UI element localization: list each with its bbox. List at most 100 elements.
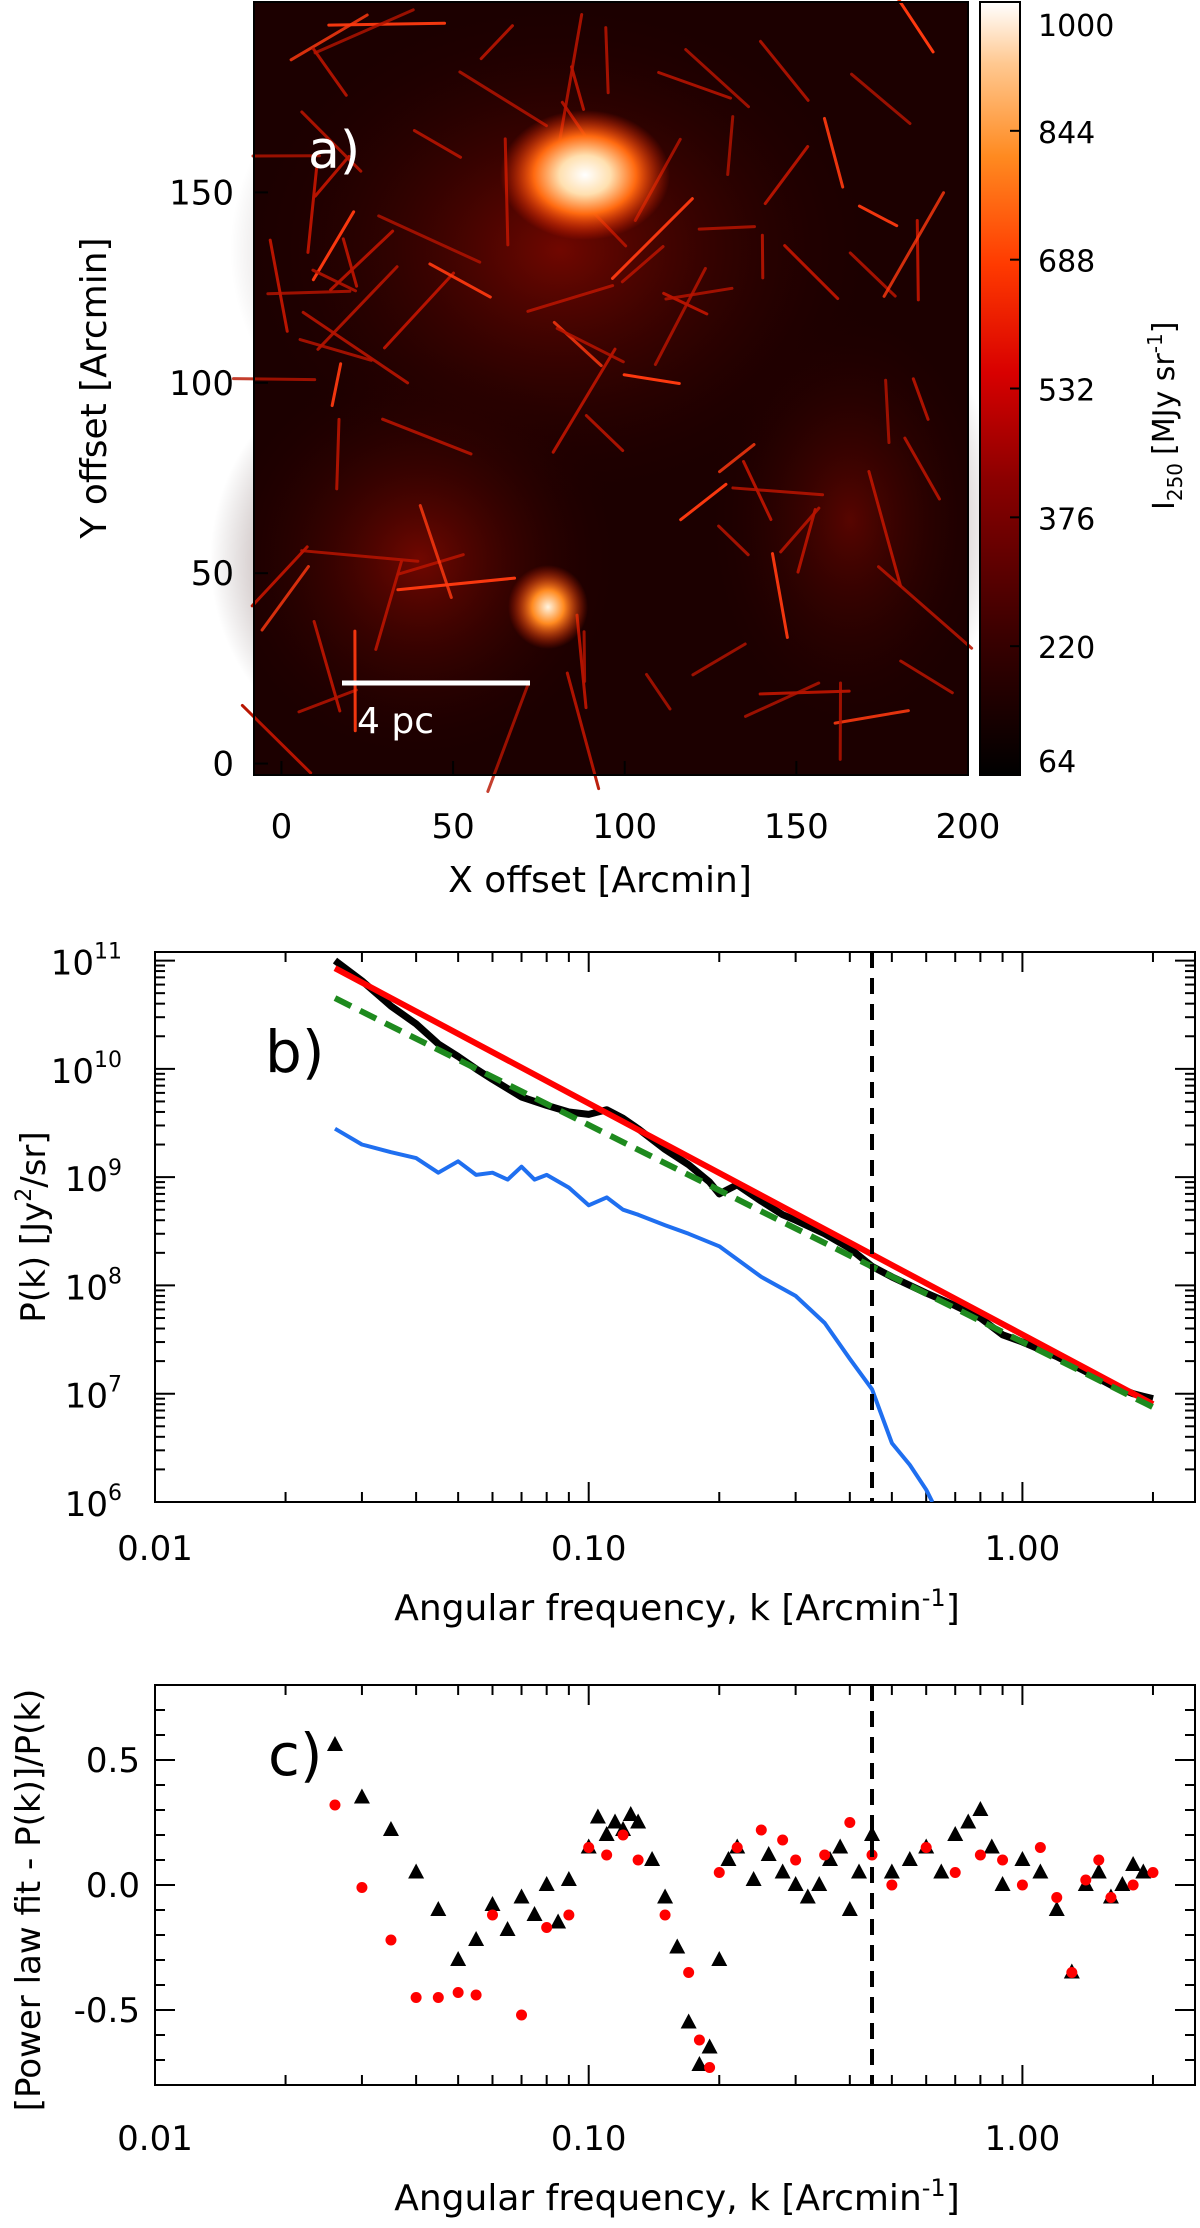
map-x-label: X offset [Arcmin] <box>448 860 752 901</box>
map-streak <box>610 197 694 280</box>
c-point-circle <box>886 1879 898 1891</box>
c-point-circle <box>1093 1854 1105 1866</box>
b-y-tick-base: 10 <box>51 944 94 984</box>
c-point-circle <box>432 1992 444 2003</box>
map-streak <box>306 166 319 254</box>
map-streak <box>822 116 845 189</box>
c-point-triangle <box>630 1813 647 1829</box>
c-point-triangle <box>669 1938 686 1954</box>
map-streak <box>311 268 358 293</box>
map-streak <box>911 377 930 421</box>
c-point-triangle <box>933 1863 950 1879</box>
c-point-circle <box>659 1909 671 1921</box>
map-streak <box>664 286 734 301</box>
c-point-triangle <box>787 1876 804 1891</box>
c-point-circle <box>470 1989 482 2001</box>
map-streak <box>298 338 373 362</box>
c-point-circle <box>541 1922 553 1933</box>
map-streak <box>653 266 707 367</box>
c-point-circle <box>1051 1892 1063 1903</box>
bright-region-north <box>500 110 670 240</box>
map-streak <box>526 284 615 313</box>
c-point-circle <box>486 1909 498 1921</box>
b-y-tick-exp: 11 <box>94 940 122 965</box>
map-streak <box>300 549 420 563</box>
c-y-tick-label: 0.5 <box>86 1741 140 1781</box>
c-point-triangle <box>832 1838 849 1854</box>
map-streak <box>622 373 681 386</box>
panel-b-y-label: P(k) [Jy2/sr] <box>12 1131 54 1322</box>
c-point-circle <box>844 1817 856 1828</box>
map-axes: 0 50 100 150 200 0 50 100 150 <box>169 173 1000 847</box>
panel-b-y-label-sup: 2 <box>12 1188 37 1202</box>
c-point-circle <box>583 1842 595 1853</box>
map-streak <box>779 506 821 554</box>
c-point-triangle <box>1014 1851 1031 1866</box>
map-streak <box>867 469 902 587</box>
map-streak <box>329 229 395 292</box>
map-x-tick-label: 50 <box>431 807 474 847</box>
c-point-triangle <box>691 2056 708 2071</box>
c-point-triangle <box>983 1838 1000 1854</box>
b-y-tick-base: 10 <box>65 1485 108 1525</box>
c-point-triangle <box>774 1863 791 1879</box>
c-point-triangle <box>883 1863 900 1879</box>
b-y-tick-base: 10 <box>65 1268 108 1308</box>
map-streak <box>604 26 610 95</box>
c-point-triangle <box>644 1851 661 1866</box>
b-y-tick-exp: 10 <box>94 1048 122 1073</box>
colorbar-label-sub: 250 <box>1163 463 1187 501</box>
map-streak <box>857 204 899 228</box>
c-point-triangle <box>1114 1876 1131 1891</box>
map-y-label: Y offset [Arcmin] <box>74 237 115 539</box>
c-point-triangle <box>901 1851 918 1866</box>
map-y-tick-label: 100 <box>169 364 234 404</box>
c-point-triangle <box>622 1806 639 1821</box>
map-streak <box>250 545 309 608</box>
b-y-tick-label: 1011 <box>51 940 122 984</box>
colorbar-tick-label: 532 <box>1038 374 1095 409</box>
map-streak <box>297 688 358 714</box>
map-streak <box>555 326 625 364</box>
map-streak <box>551 347 617 454</box>
c-point-circle <box>1016 1879 1028 1891</box>
c-point-triangle <box>960 1813 977 1829</box>
map-x-tick-label: 150 <box>764 807 829 847</box>
c-point-triangle <box>430 1901 447 1916</box>
map-streak <box>899 659 954 695</box>
map-streak <box>301 310 410 385</box>
colorbar-label-unit-end: ] <box>1147 322 1182 334</box>
map-streak <box>311 47 348 97</box>
map-streak <box>582 630 587 683</box>
c-point-triangle <box>607 1813 624 1829</box>
c-x-tick-label: 0.01 <box>117 2119 193 2159</box>
c-point-circle <box>790 1854 802 1866</box>
map-streak <box>796 508 817 574</box>
map-streak <box>833 709 910 725</box>
c-point-circle <box>755 1824 767 1836</box>
c-point-circle <box>819 1849 831 1861</box>
map-streak <box>742 460 773 522</box>
c-point-circle <box>777 1834 789 1846</box>
map-streak <box>645 672 672 711</box>
map-streak <box>327 21 447 27</box>
c-point-circle <box>1105 1892 1117 1903</box>
c-point-triangle <box>598 1826 615 1841</box>
map-streak <box>657 70 733 100</box>
c-point-triangle <box>1048 1901 1065 1916</box>
c-point-triangle <box>821 1851 838 1866</box>
map-streak <box>397 553 465 576</box>
panel-a-map <box>210 0 1000 793</box>
map-y-tick-label: 150 <box>169 173 234 213</box>
map-streak <box>312 620 342 713</box>
b-y-tick-exp: 7 <box>108 1373 122 1398</box>
map-streak <box>374 559 403 651</box>
c-point-triangle <box>538 1876 555 1891</box>
c-point-triangle <box>1135 1863 1152 1879</box>
c-point-circle <box>1080 1874 1092 1886</box>
map-streak <box>758 689 851 696</box>
map-streak <box>311 210 356 282</box>
c-point-triangle <box>657 1888 674 1904</box>
colorbar-label: I250 [MJy sr-1] <box>1143 322 1187 510</box>
